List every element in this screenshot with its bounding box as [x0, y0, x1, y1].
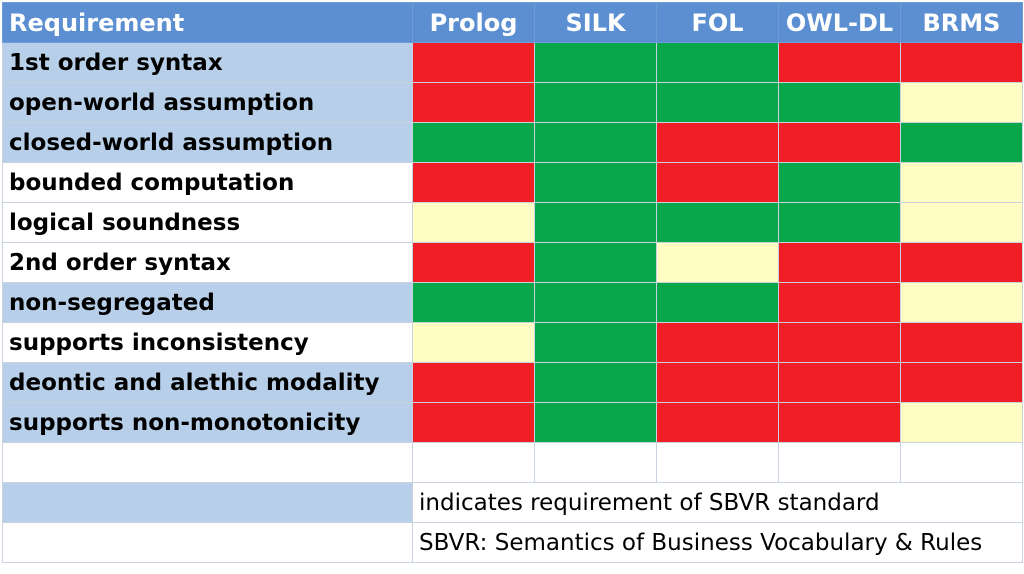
blank-cell	[778, 442, 901, 483]
cell-prolog	[412, 282, 535, 323]
table-row: bounded computation	[2, 162, 1023, 203]
legend-row-requirement: indicates requirement of SBVR standard	[2, 482, 1023, 523]
row-label: deontic and alethic modality	[2, 362, 413, 403]
cell-silk	[534, 402, 657, 443]
legend-sbvr-text: SBVR: Semantics of Business Vocabulary &…	[412, 522, 1023, 563]
blank-cell	[412, 442, 535, 483]
cell-fol	[656, 162, 779, 203]
table-row: logical soundness	[2, 202, 1023, 243]
row-label: 1st order syntax	[2, 42, 413, 83]
row-label: logical soundness	[2, 202, 413, 243]
cell-owl-dl	[778, 322, 901, 363]
cell-prolog	[412, 122, 535, 163]
cell-brms	[900, 122, 1023, 163]
cell-silk	[534, 362, 657, 403]
requirements-table: Requirement Prolog SILK FOL OWL-DL BRMS …	[2, 2, 1023, 563]
cell-fol	[656, 402, 779, 443]
table-row: closed-world assumption	[2, 122, 1023, 163]
table-row: 1st order syntax	[2, 42, 1023, 83]
cell-brms	[900, 242, 1023, 283]
cell-prolog	[412, 322, 535, 363]
table-row: 2nd order syntax	[2, 242, 1023, 283]
blank-cell	[534, 442, 657, 483]
header-requirement: Requirement	[2, 2, 413, 43]
cell-prolog	[412, 242, 535, 283]
cell-fol	[656, 362, 779, 403]
cell-owl-dl	[778, 122, 901, 163]
cell-brms	[900, 402, 1023, 443]
header-fol: FOL	[656, 2, 779, 43]
cell-owl-dl	[778, 42, 901, 83]
cell-prolog	[412, 162, 535, 203]
table-row: supports non-monotonicity	[2, 402, 1023, 443]
cell-silk	[534, 82, 657, 123]
header-owl-dl: OWL-DL	[778, 2, 901, 43]
cell-fol	[656, 202, 779, 243]
table-row: non-segregated	[2, 282, 1023, 323]
blank-row	[2, 442, 1023, 483]
cell-prolog	[412, 42, 535, 83]
cell-silk	[534, 202, 657, 243]
header-prolog: Prolog	[412, 2, 535, 43]
cell-owl-dl	[778, 202, 901, 243]
legend-row-sbvr: SBVR: Semantics of Business Vocabulary &…	[2, 522, 1023, 563]
cell-prolog	[412, 402, 535, 443]
table-row: deontic and alethic modality	[2, 362, 1023, 403]
table-row: open-world assumption	[2, 82, 1023, 123]
cell-owl-dl	[778, 362, 901, 403]
cell-brms	[900, 82, 1023, 123]
cell-fol	[656, 322, 779, 363]
cell-fol	[656, 42, 779, 83]
cell-prolog	[412, 202, 535, 243]
cell-owl-dl	[778, 402, 901, 443]
cell-fol	[656, 282, 779, 323]
cell-silk	[534, 322, 657, 363]
row-label: bounded computation	[2, 162, 413, 203]
row-label: open-world assumption	[2, 82, 413, 123]
table-body: 1st order syntax open-world assumption c…	[2, 42, 1023, 563]
blank-cell	[2, 442, 413, 483]
row-label: supports non-monotonicity	[2, 402, 413, 443]
row-label: supports inconsistency	[2, 322, 413, 363]
cell-brms	[900, 362, 1023, 403]
cell-silk	[534, 162, 657, 203]
cell-owl-dl	[778, 82, 901, 123]
cell-fol	[656, 122, 779, 163]
cell-owl-dl	[778, 162, 901, 203]
cell-owl-dl	[778, 242, 901, 283]
cell-fol	[656, 82, 779, 123]
cell-fol	[656, 242, 779, 283]
blank-cell	[2, 522, 413, 563]
blank-cell	[900, 442, 1023, 483]
header-brms: BRMS	[900, 2, 1023, 43]
cell-brms	[900, 42, 1023, 83]
header-silk: SILK	[534, 2, 657, 43]
legend-indicates-text: indicates requirement of SBVR standard	[412, 482, 1023, 523]
cell-brms	[900, 202, 1023, 243]
row-label: 2nd order syntax	[2, 242, 413, 283]
header-row: Requirement Prolog SILK FOL OWL-DL BRMS	[2, 2, 1023, 43]
cell-brms	[900, 282, 1023, 323]
cell-prolog	[412, 82, 535, 123]
row-label: closed-world assumption	[2, 122, 413, 163]
cell-owl-dl	[778, 282, 901, 323]
cell-silk	[534, 122, 657, 163]
cell-silk	[534, 242, 657, 283]
row-label: non-segregated	[2, 282, 413, 323]
legend-swatch	[2, 482, 413, 523]
cell-prolog	[412, 362, 535, 403]
table-row: supports inconsistency	[2, 322, 1023, 363]
cell-brms	[900, 162, 1023, 203]
blank-cell	[656, 442, 779, 483]
cell-silk	[534, 42, 657, 83]
cell-silk	[534, 282, 657, 323]
cell-brms	[900, 322, 1023, 363]
